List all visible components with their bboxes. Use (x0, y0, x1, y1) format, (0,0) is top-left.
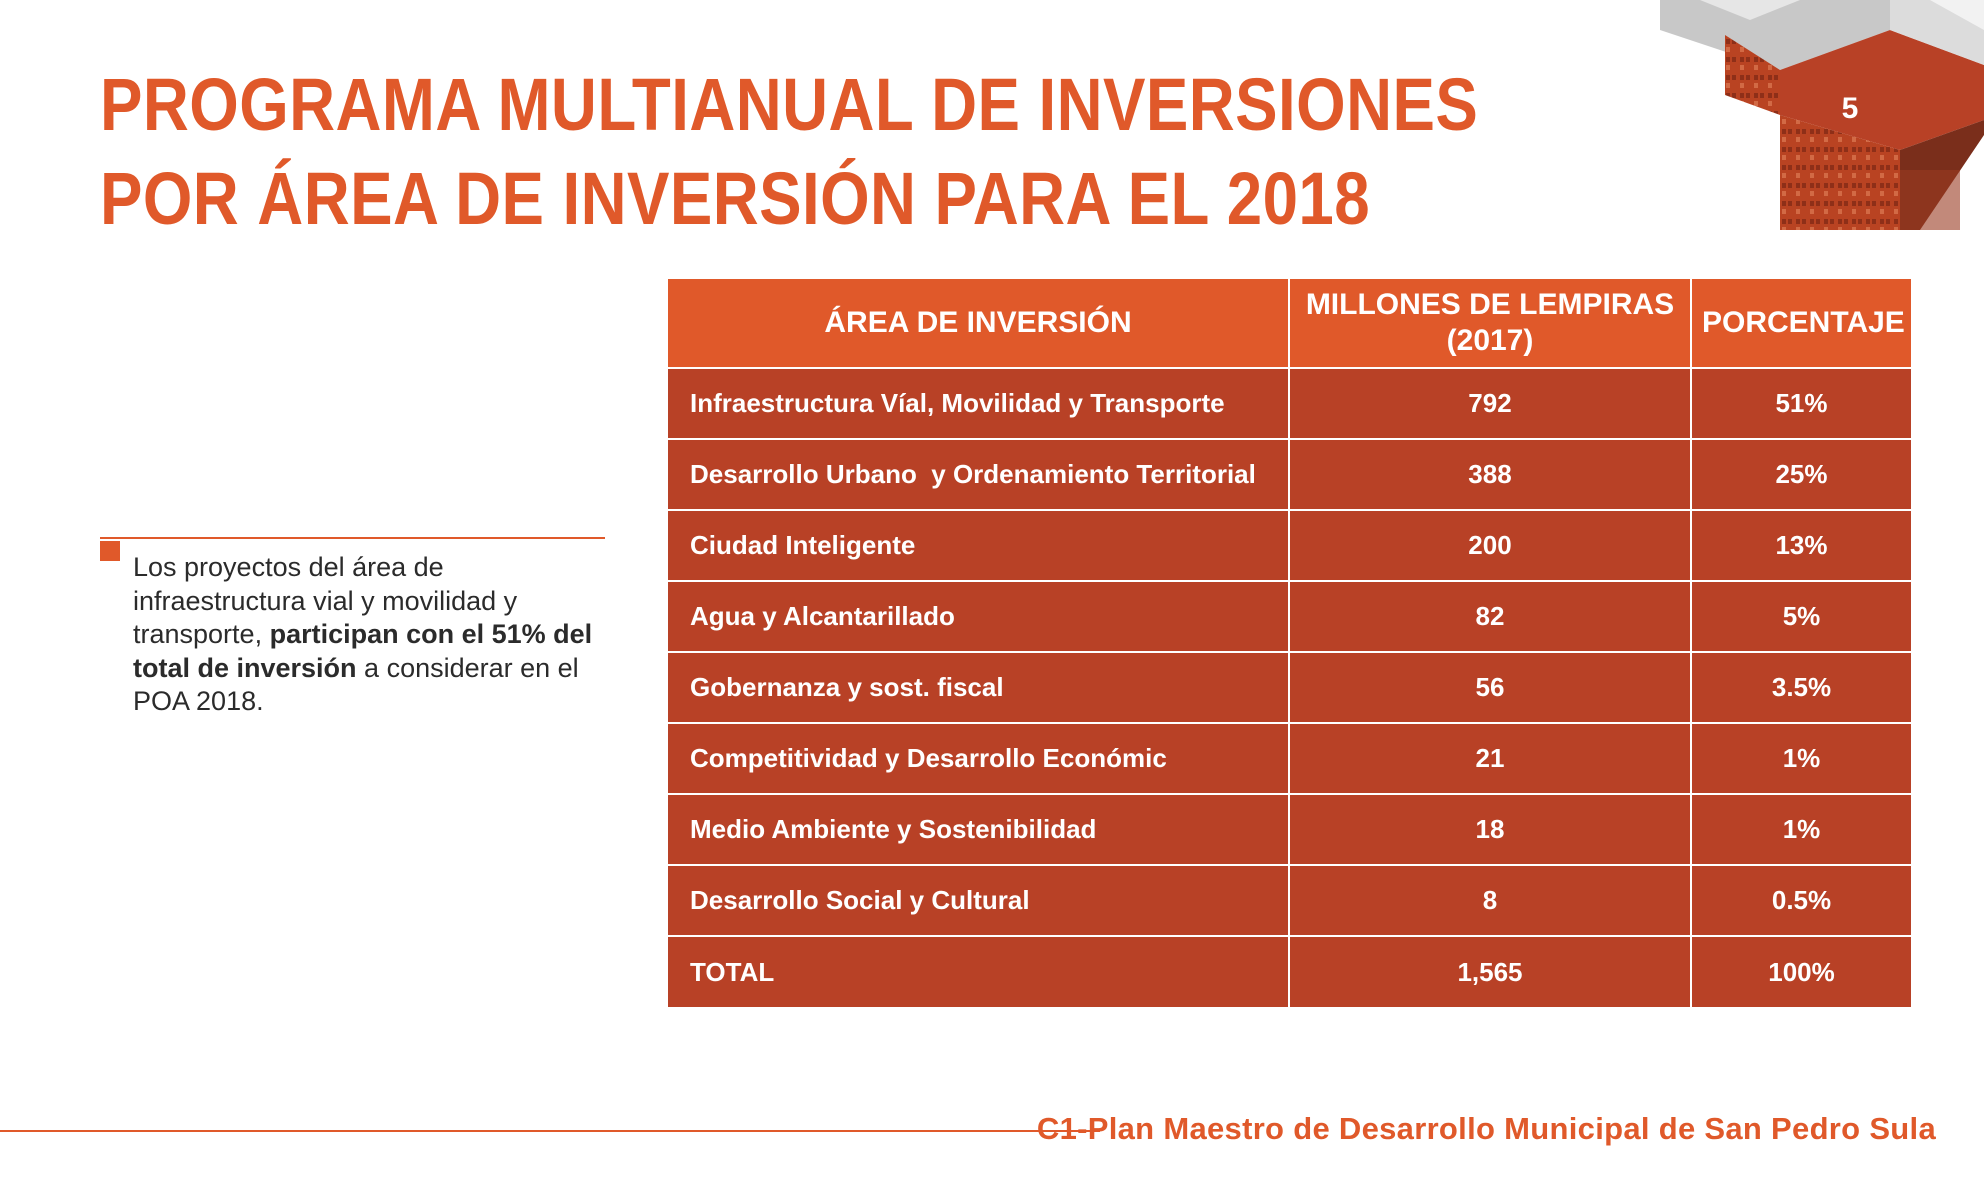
header-area: ÁREA DE INVERSIÓN (666, 277, 1290, 369)
cell-millones: 200 (1288, 509, 1692, 582)
table-row: Gobernanza y sost. fiscal 56 3.5% (666, 651, 1913, 724)
cell-millones: 8 (1288, 864, 1692, 937)
cell-porcentaje: 0.5% (1690, 864, 1913, 937)
header-millones-line-2: (2017) (1446, 324, 1534, 357)
investment-table: ÁREA DE INVERSIÓN MILLONES DE LEMPIRAS (… (666, 277, 1913, 1009)
cell-millones: 18 (1288, 793, 1692, 866)
cell-area: Agua y Alcantarillado (666, 580, 1290, 653)
total-porcentaje: 100% (1690, 935, 1913, 1009)
header-millones-line-1: MILLONES DE LEMPIRAS (1305, 288, 1675, 321)
table-row: Agua y Alcantarillado 82 5% (666, 580, 1913, 653)
footer-document-title: C1-Plan Maestro de Desarrollo Municipal … (1036, 1111, 1936, 1146)
cell-area: Infraestructura Víal, Movilidad y Transp… (666, 367, 1290, 440)
table-row: Infraestructura Víal, Movilidad y Transp… (666, 367, 1913, 440)
cell-porcentaje: 3.5% (1690, 651, 1913, 724)
total-label: TOTAL (666, 935, 1290, 1009)
note-text-part-2: a considerar en el POA 2018. (133, 652, 579, 717)
cell-area: Gobernanza y sost. fiscal (666, 651, 1290, 724)
table-row: Desarrollo Social y Cultural 8 0.5% (666, 864, 1913, 937)
note-paragraph: Los proyectos del área de infraestructur… (133, 551, 603, 719)
cell-millones: 388 (1288, 438, 1692, 511)
cell-millones: 56 (1288, 651, 1692, 724)
page-title: PROGRAMA MULTIANUAL DE INVERSIONES POR Á… (100, 58, 1478, 246)
table-row: Desarrollo Urbano y Ordenamiento Territo… (666, 438, 1913, 511)
table-row: Competitividad y Desarrollo Económic 21 … (666, 722, 1913, 795)
cell-millones: 82 (1288, 580, 1692, 653)
table-total-row: TOTAL 1,565 100% (666, 935, 1913, 1009)
header-porcentaje: PORCENTAJE (1690, 277, 1913, 369)
cell-area: Desarrollo Social y Cultural (666, 864, 1290, 937)
cell-porcentaje: 1% (1690, 793, 1913, 866)
note-text-part-1: Los proyectos del área de infraestructur… (133, 552, 518, 649)
table-row: Medio Ambiente y Sostenibilidad 18 1% (666, 793, 1913, 866)
cell-porcentaje: 5% (1690, 580, 1913, 653)
note-divider (100, 537, 605, 539)
cell-porcentaje: 1% (1690, 722, 1913, 795)
page-number: 5 (1841, 92, 1859, 125)
header-millones: MILLONES DE LEMPIRAS (2017) (1288, 277, 1692, 369)
cell-porcentaje: 25% (1690, 438, 1913, 511)
cell-millones: 792 (1288, 367, 1692, 440)
footer-divider (0, 1130, 1100, 1132)
cell-porcentaje: 13% (1690, 509, 1913, 582)
note-bullet-marker (100, 541, 120, 561)
cell-area: Ciudad Inteligente (666, 509, 1290, 582)
note-text-bold: participan con el 51% del total de inver… (133, 619, 593, 683)
table-header-row: ÁREA DE INVERSIÓN MILLONES DE LEMPIRAS (… (666, 277, 1913, 369)
title-line-1: PROGRAMA MULTIANUAL DE INVERSIONES (100, 63, 1479, 146)
cell-area: Desarrollo Urbano y Ordenamiento Territo… (666, 438, 1290, 511)
cell-area: Medio Ambiente y Sostenibilidad (666, 793, 1290, 866)
cell-area: Competitividad y Desarrollo Económic (666, 722, 1290, 795)
cell-porcentaje: 51% (1690, 367, 1913, 440)
table-row: Ciudad Inteligente 200 13% (666, 509, 1913, 582)
title-line-2: POR ÁREA DE INVERSIÓN PARA EL 2018 (100, 157, 1371, 240)
total-millones: 1,565 (1288, 935, 1692, 1009)
decorative-cube-graphic (1660, 0, 1984, 230)
cell-millones: 21 (1288, 722, 1692, 795)
